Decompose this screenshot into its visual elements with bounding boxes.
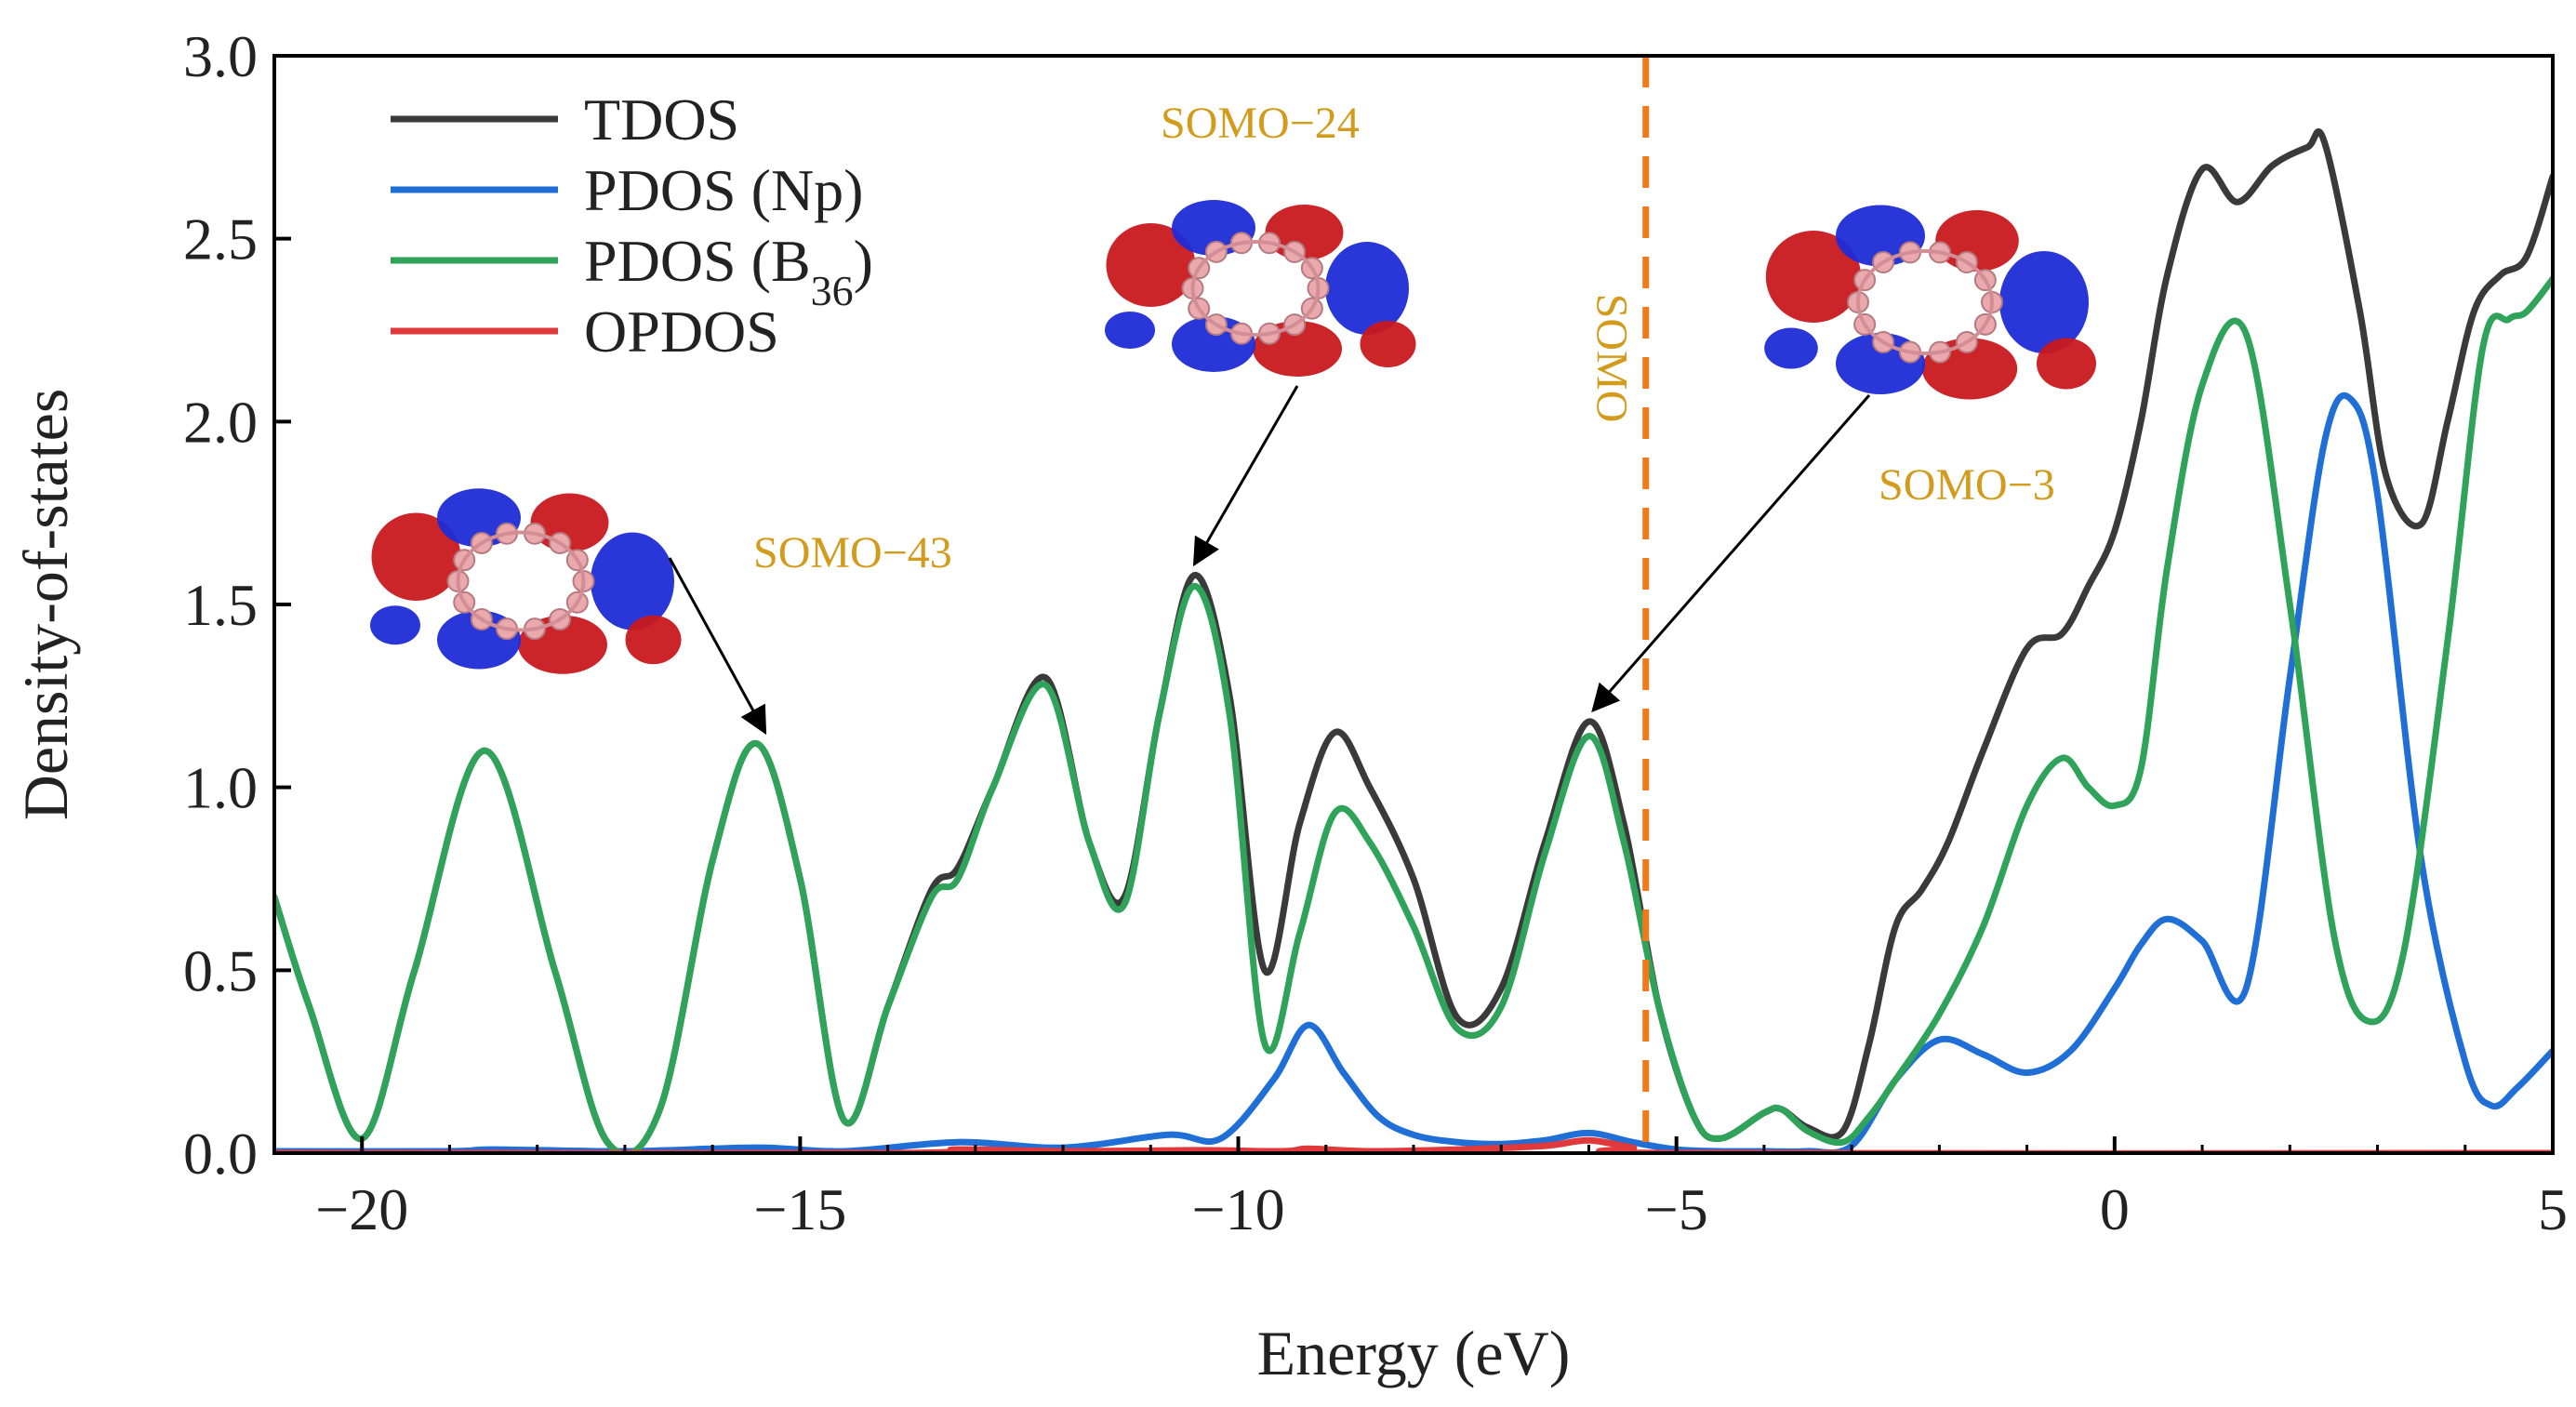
y-tick-label: 3.0 [183,23,258,89]
y-tick-label: 1.5 [183,572,258,638]
annotation-arrow [1591,394,1871,713]
series-line-pdos-np [274,392,2553,1153]
series-line-pdos-b36 [274,275,2553,1153]
legend-label: TDOS [584,86,739,153]
y-tick-label: 1.0 [183,755,258,821]
x-axis-title: Energy (eV) [1257,1318,1571,1388]
legend-label: PDOS (Np) [584,157,863,223]
orbital-lobe [1360,321,1416,367]
orbital-lobe [1106,223,1196,307]
cage-bond [1190,240,1321,337]
cage-bond [456,530,586,632]
y-tick-label: 2.5 [183,206,258,272]
y-tick-label: 0.5 [183,937,258,1003]
x-tick-label: −10 [1191,1176,1284,1242]
annotation-arrow [1192,385,1299,567]
orbital-lobe [1765,231,1862,323]
legend-label: OPDOS [584,299,779,365]
cage-bond [1856,249,1994,355]
x-tick-label: 0 [2100,1176,2130,1242]
x-tick-label: −20 [315,1176,408,1242]
y-tick-label: 2.0 [183,389,258,455]
orbital-label: SOMO−3 [1879,460,2055,510]
orbital-molecule-image [370,488,682,674]
y-axis-title: Density-of-states [10,389,81,821]
x-tick-label: −5 [1645,1176,1708,1242]
orbital-molecule-image [1764,205,2096,400]
annotation-arrow [668,557,767,736]
orbital-lobe [2037,338,2096,390]
orbital-lobe [1999,251,2089,353]
orbital-molecule-image [1105,200,1416,377]
orbital-label: SOMO−43 [753,528,952,577]
orbital-lobe [371,512,461,601]
orbital-lobe [591,532,674,630]
orbital-lobe [370,605,420,645]
orbital-lobe [1325,242,1409,335]
orbital-lobe [1764,327,1818,369]
legend-subscript: 36 [811,267,854,314]
orbital-label: SOMO−24 [1161,99,1360,148]
x-tick-label: 5 [2538,1176,2568,1242]
x-tick-label: −15 [753,1176,846,1242]
y-tick-label: 0.0 [183,1121,258,1187]
somo-label: SOMO [1587,294,1637,423]
orbital-lobe [1105,312,1155,349]
orbital-lobe [625,615,682,665]
legend-suffix: ) [854,228,873,294]
